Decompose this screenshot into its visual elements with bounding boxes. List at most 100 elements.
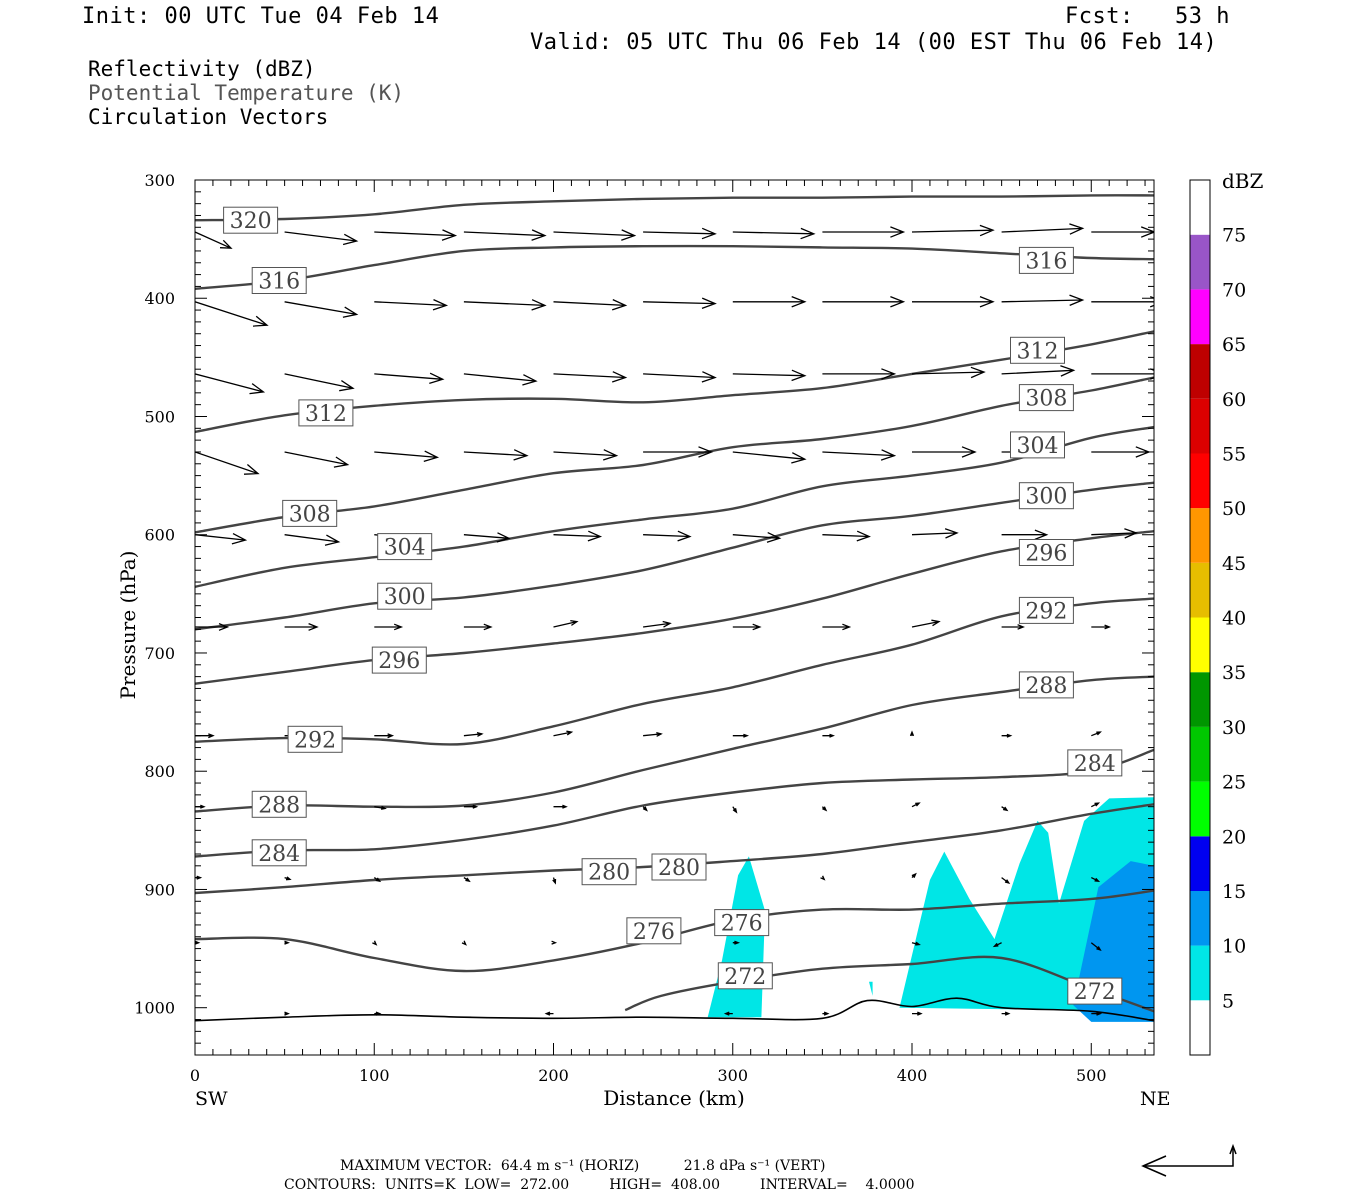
- circulation-vector: [822, 623, 852, 631]
- colorbar-segment: [1190, 234, 1210, 290]
- circulation-vector: [822, 226, 906, 238]
- theta-contour-300: [195, 481, 1154, 631]
- circulation-vector: [284, 301, 359, 318]
- contour-label: 276: [714, 909, 770, 937]
- circulation-vector: [643, 297, 717, 310]
- circulation-vector: [821, 806, 828, 812]
- circulation-vector: [911, 619, 941, 628]
- theta-contour-312: [195, 330, 1154, 434]
- colorbar-segment: [1190, 672, 1210, 727]
- contour-label-box: [287, 725, 343, 753]
- circulation-vector: [820, 875, 826, 881]
- contour-label: 292: [287, 725, 343, 753]
- circulation-vector: [642, 806, 648, 812]
- circulation-vector: [732, 806, 738, 814]
- contour-label-box: [377, 533, 433, 561]
- contour-label-box: [251, 839, 307, 867]
- contour-label-box: [1018, 596, 1074, 624]
- circulation-vector: [822, 295, 906, 308]
- colorbar: dBZ 5 10 15 20 25 30 35 40 45 50 55 60 65 70 75: [1189, 169, 1264, 1056]
- circulation-vector: [374, 623, 404, 631]
- contour-label: 320: [223, 206, 279, 234]
- circulation-vector: [1001, 365, 1076, 377]
- x-end-label-left: SW: [195, 1088, 228, 1110]
- contour-label: 316: [251, 267, 307, 295]
- circulation-vector: [912, 295, 995, 308]
- circulation-vector: [909, 730, 915, 737]
- theta-contour-320: [195, 194, 1154, 222]
- circulation-vector: [553, 804, 568, 809]
- colorbar-segment: [1190, 398, 1210, 454]
- footer-max-vector: MAXIMUM VECTOR: 64.4 m s⁻¹ (HORIZ) 21.8 …: [340, 1158, 826, 1174]
- x-end-label-right: NE: [1140, 1088, 1171, 1110]
- circulation-vector: [732, 227, 816, 240]
- contour-label: 280: [581, 858, 637, 886]
- colorbar-tick-label: 10: [1222, 936, 1246, 958]
- contour-label-text: 300: [1025, 485, 1067, 510]
- colorbar-segment: [1190, 617, 1210, 673]
- circulation-vector: [1091, 877, 1101, 882]
- circulation-vector: [553, 530, 603, 542]
- circulation-vector: [463, 229, 547, 241]
- y-tick-label: 500: [144, 407, 175, 426]
- contour-label: 312: [298, 399, 354, 427]
- circulation-vector: [463, 623, 493, 631]
- valid-time: Valid: 05 UTC Thu 06 Feb 14 (00 EST Thu …: [530, 30, 1218, 55]
- circulation-vector: [553, 299, 628, 311]
- circulation-vector: [643, 227, 717, 240]
- contour-label-box: [377, 582, 433, 610]
- contour-label-box: [223, 206, 279, 234]
- colorbar-tick-label: 40: [1222, 608, 1246, 630]
- legend-reflectivity: Reflectivity (dBZ): [88, 57, 316, 81]
- circulation-vector: [551, 940, 558, 945]
- y-tick-label: 700: [144, 644, 175, 663]
- circulation-vector: [732, 733, 750, 738]
- contour-label: 288: [251, 790, 307, 818]
- theta-contour-288: [195, 675, 1154, 813]
- contour-label-box: [1010, 431, 1065, 459]
- colorbar-unit-label: dBZ: [1222, 169, 1264, 193]
- contour-label-text: 276: [633, 920, 675, 945]
- x-tick-label: 200: [538, 1066, 569, 1085]
- circulation-vector: [1091, 624, 1112, 630]
- contour-label-box: [1067, 977, 1123, 1005]
- circulation-vector: [732, 369, 807, 382]
- circulation-vector: [912, 1011, 923, 1016]
- circulation-vector: [911, 802, 921, 808]
- circulation-vector: [1001, 806, 1009, 812]
- colorbar-segment: [1190, 1000, 1210, 1055]
- circulation-vector: [374, 1011, 382, 1016]
- contour-label: 316: [1018, 246, 1074, 274]
- contour-label-box: [282, 499, 338, 527]
- circulation-vector: [1001, 877, 1011, 885]
- theta-contour-308: [195, 376, 1154, 534]
- contour-label-box: [1018, 539, 1074, 566]
- contour-label-text: 316: [258, 270, 300, 295]
- contour-label-box: [1018, 671, 1074, 699]
- contour-label-text: 284: [258, 842, 300, 867]
- x-tick-label: 300: [717, 1066, 748, 1085]
- circulation-vector: [1001, 1011, 1011, 1016]
- circulation-vector: [195, 301, 269, 327]
- colorbar-tick-label: 5: [1222, 990, 1234, 1012]
- contour-label: 312: [1010, 336, 1065, 364]
- circulation-vector: [1001, 294, 1085, 306]
- contour-label: 288: [1018, 671, 1074, 699]
- y-tick-label: 900: [144, 880, 175, 899]
- circulation-vector: [1091, 368, 1154, 380]
- circulation-vector: [553, 449, 619, 461]
- contour-label-box: [626, 917, 682, 945]
- contour-label: 284: [1067, 749, 1123, 777]
- theta-contour-316: [195, 244, 1154, 290]
- footer-contours: CONTOURS: UNITS=K LOW= 272.00 HIGH= 408.…: [284, 1177, 915, 1193]
- contour-label: 272: [717, 962, 773, 990]
- colorbar-segment: [1190, 453, 1210, 509]
- reference-arrowhead-vert: [1229, 1143, 1237, 1155]
- contour-label-text: 308: [289, 502, 331, 527]
- circulation-vector: [1091, 528, 1139, 539]
- circulation-vector: [1091, 226, 1154, 238]
- circulation-vector: [284, 940, 290, 945]
- circulation-vector: [195, 231, 233, 249]
- circulation-vector: [553, 371, 628, 383]
